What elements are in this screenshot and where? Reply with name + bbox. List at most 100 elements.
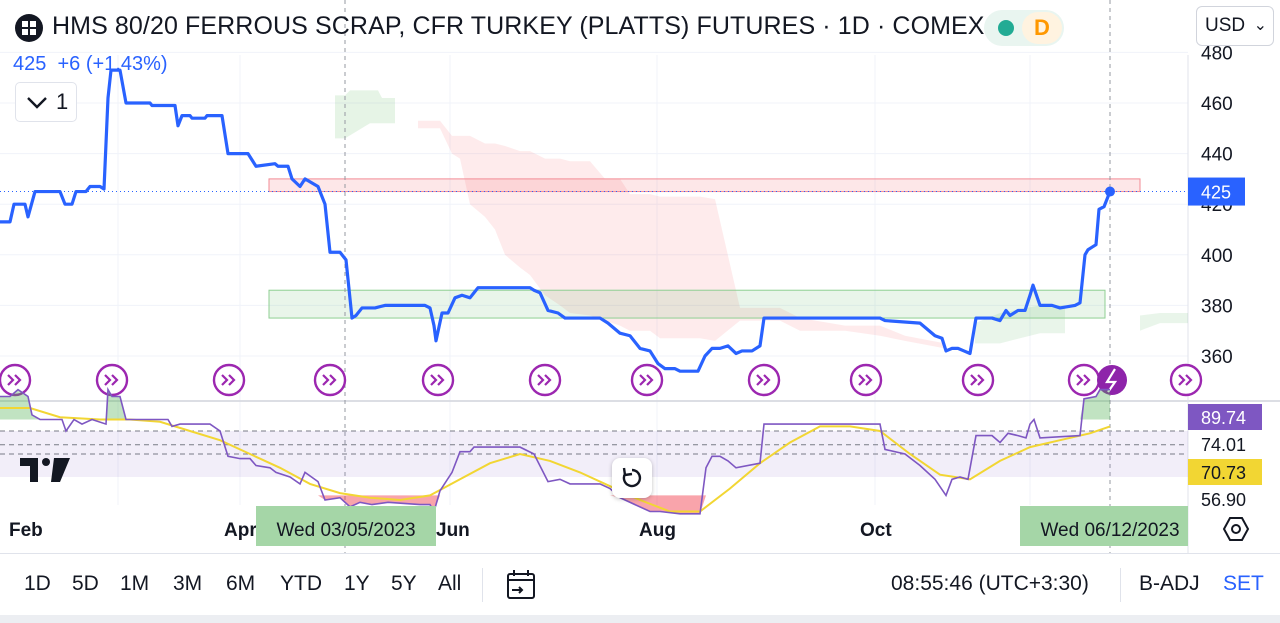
oversold-fill bbox=[0, 495, 1110, 514]
ichimoku-cloud-bearish bbox=[418, 120, 945, 349]
collapse-indicators-button[interactable] bbox=[15, 82, 77, 122]
go-to-date-button[interactable] bbox=[504, 568, 538, 602]
price-series-line bbox=[0, 68, 1112, 373]
time-range-bar: 1D 5D 1M 3M 6M YTD 1Y 5Y All 08:55:46 (U… bbox=[0, 553, 1280, 616]
range-5y[interactable]: 5Y bbox=[391, 572, 417, 595]
price-axis-tick: 460 bbox=[1201, 94, 1233, 115]
price-readout: 425 +6 (+1.43%) bbox=[13, 53, 168, 76]
chevron-down-icon bbox=[27, 97, 47, 109]
currency-select[interactable]: USD ⌄ bbox=[1196, 6, 1274, 46]
range-1m[interactable]: 1M bbox=[120, 572, 150, 595]
range-all[interactable]: All bbox=[438, 572, 462, 595]
event-marker-active-icon bbox=[1097, 365, 1127, 395]
clock-timezone[interactable]: 08:55:46 (UTC+3:30) bbox=[891, 572, 1089, 595]
range-6m[interactable]: 6M bbox=[226, 572, 256, 595]
crosshair-date-label: Wed 03/05/2023 bbox=[276, 520, 415, 541]
event-marker-icon bbox=[421, 363, 455, 397]
signal-value-tag bbox=[1188, 459, 1262, 485]
event-arrow-glyph bbox=[329, 374, 337, 386]
event-marker-icon bbox=[313, 363, 347, 397]
event-marker-icon bbox=[212, 363, 246, 397]
reset-chart-button[interactable] bbox=[612, 458, 652, 498]
crosshair-date-tag bbox=[256, 506, 436, 546]
event-arrow-glyph bbox=[756, 374, 764, 386]
event-arrow-glyph bbox=[1076, 374, 1084, 386]
chart-canvas[interactable]: 36038040042044046048042589.7474.0170.735… bbox=[0, 0, 1280, 553]
lightning-icon bbox=[1105, 368, 1118, 393]
event-arrow-glyph bbox=[970, 374, 978, 386]
symbol-logo-icon bbox=[14, 13, 44, 43]
ichimoku-cloud-bullish bbox=[975, 305, 1065, 344]
reset-icon bbox=[622, 467, 642, 488]
event-arrow-glyph bbox=[763, 374, 771, 386]
ichimoku-cloud-bullish bbox=[335, 90, 395, 139]
range-1d[interactable]: 1D bbox=[24, 572, 51, 595]
event-arrow-glyph bbox=[437, 374, 445, 386]
oscillator-value-tag bbox=[1188, 404, 1262, 430]
event-arrow-glyph bbox=[14, 374, 22, 386]
footer-strip bbox=[0, 615, 1280, 623]
event-marker-icon bbox=[1169, 363, 1203, 397]
symbol-title[interactable]: HMS 80/20 FERROUS SCRAP, CFR TURKEY (PLA… bbox=[52, 12, 985, 40]
event-marker-icon bbox=[528, 363, 562, 397]
price-axis-tick: 440 bbox=[1201, 145, 1233, 166]
time-axis-tick: Oct bbox=[860, 520, 892, 541]
event-arrow-glyph bbox=[537, 374, 545, 386]
event-arrow-glyph bbox=[1083, 374, 1091, 386]
chart-settings-button[interactable] bbox=[1222, 515, 1250, 543]
resistance-zone bbox=[268, 178, 1141, 193]
event-arrow-glyph bbox=[1178, 374, 1186, 386]
time-axis-tick: Apr bbox=[224, 520, 257, 541]
price-axis-tick: 400 bbox=[1201, 246, 1233, 267]
last-price: 425 bbox=[13, 53, 47, 75]
event-arrow-glyph bbox=[228, 374, 236, 386]
range-3m[interactable]: 3M bbox=[173, 572, 203, 595]
event-arrow-glyph bbox=[430, 374, 438, 386]
signal-value-label: 70.73 bbox=[1201, 463, 1246, 483]
event-marker-icon bbox=[961, 363, 995, 397]
range-5d[interactable]: 5D bbox=[72, 572, 99, 595]
event-arrow-glyph bbox=[221, 374, 229, 386]
price-axis-tick: 360 bbox=[1201, 347, 1233, 368]
price-change: +6 (+1.43%) bbox=[57, 53, 168, 75]
event-arrow-glyph bbox=[1185, 374, 1193, 386]
range-1y[interactable]: 1Y bbox=[344, 572, 370, 595]
event-arrow-glyph bbox=[865, 374, 873, 386]
event-marker-icon bbox=[630, 363, 664, 397]
event-arrow-glyph bbox=[858, 374, 866, 386]
event-marker-icon bbox=[849, 363, 883, 397]
crosshair-date-label: Wed 06/12/2023 bbox=[1040, 520, 1179, 541]
range-ytd[interactable]: YTD bbox=[280, 572, 322, 595]
time-axis-tick: Aug bbox=[639, 520, 676, 541]
event-marker-icon bbox=[1067, 363, 1101, 397]
signal-line bbox=[0, 407, 1111, 513]
tradingview-logo-icon bbox=[18, 454, 72, 486]
chevron-down-icon: ⌄ bbox=[1253, 17, 1267, 34]
overbought-fill bbox=[0, 389, 1110, 420]
event-marker-icon bbox=[95, 363, 129, 397]
indicator-count: 1 bbox=[56, 89, 69, 114]
last-value-tag bbox=[1188, 177, 1245, 206]
event-arrow-glyph bbox=[544, 374, 552, 386]
event-arrow-glyph bbox=[977, 374, 985, 386]
oscillator-value-label: 89.74 bbox=[1201, 408, 1246, 428]
event-arrow-glyph bbox=[104, 374, 112, 386]
gear-icon bbox=[1222, 517, 1250, 541]
adjustment-toggle[interactable]: B-ADJ bbox=[1139, 572, 1200, 595]
oscillator-axis-tick: 74.01 bbox=[1201, 435, 1246, 455]
session-toggle[interactable]: SET bbox=[1223, 572, 1264, 595]
event-arrow-glyph bbox=[111, 374, 119, 386]
last-value-label: 425 bbox=[1201, 183, 1231, 203]
ichimoku-cloud-bullish bbox=[1140, 312, 1188, 331]
event-arrow-glyph bbox=[7, 374, 15, 386]
divider bbox=[1120, 568, 1121, 602]
market-open-dot bbox=[998, 20, 1014, 36]
time-axis-tick: Jun bbox=[436, 520, 470, 541]
event-marker-icon bbox=[0, 363, 32, 397]
calendar-goto-icon bbox=[507, 570, 535, 599]
oscillator-axis-tick: 56.90 bbox=[1201, 490, 1246, 510]
currency-value: USD bbox=[1205, 15, 1246, 36]
last-price-dot bbox=[1105, 186, 1115, 197]
time-axis-tick: Feb bbox=[9, 520, 43, 541]
delayed-data-badge[interactable]: D bbox=[1022, 12, 1062, 44]
